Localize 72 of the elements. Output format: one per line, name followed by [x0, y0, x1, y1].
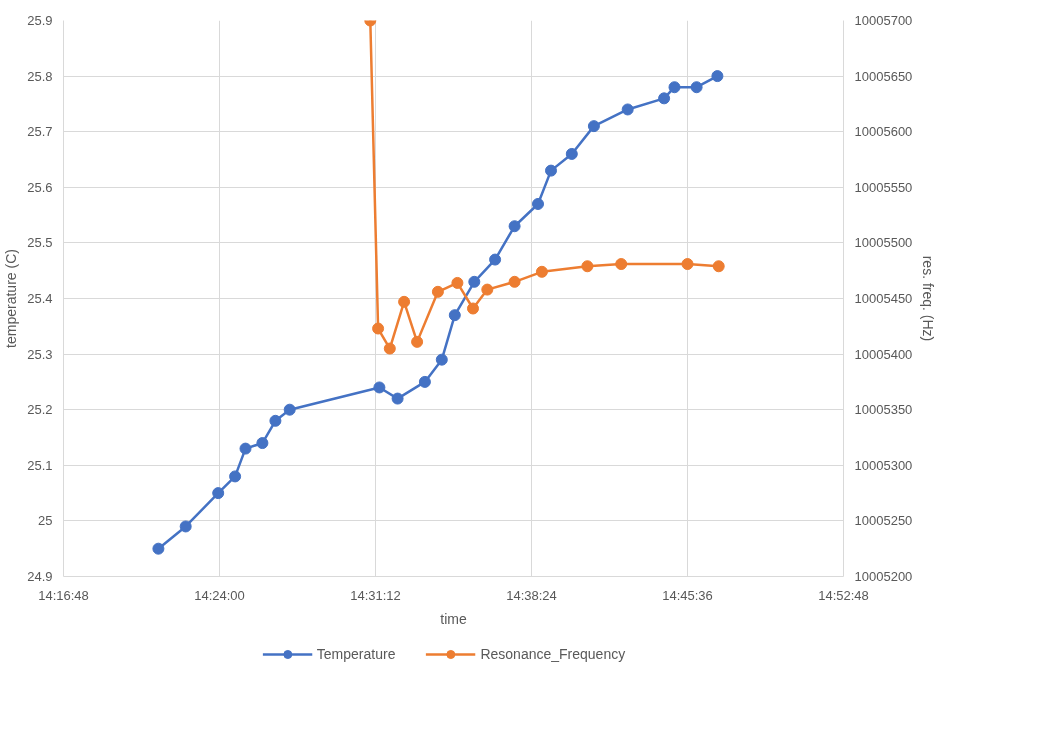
x-tick-label: 14:38:24 [506, 587, 557, 603]
point [152, 542, 165, 555]
point [535, 265, 548, 278]
point [681, 258, 694, 271]
x-tick-label: 14:16:48 [38, 587, 89, 603]
y2-tick-label: 10005250 [854, 513, 913, 529]
y2-tick-label: 10005550 [854, 179, 913, 195]
point [668, 81, 681, 94]
y-tick-label: 25 [38, 513, 53, 529]
point [418, 375, 431, 388]
point [411, 335, 424, 348]
x-axis-title: time [440, 610, 467, 627]
point [398, 295, 411, 308]
y-axis-title: temperature (C) [3, 249, 20, 348]
point [508, 220, 521, 233]
point [690, 81, 703, 94]
point [372, 322, 385, 335]
point [711, 70, 724, 83]
y-tick-label: 24.9 [27, 569, 53, 584]
y-tick-label: 25.5 [27, 235, 53, 251]
point [212, 487, 225, 500]
y-tick-label: 25.7 [27, 124, 53, 140]
point [545, 164, 557, 177]
point [508, 275, 521, 288]
y-tick-label: 25.4 [27, 291, 53, 306]
point [621, 103, 634, 116]
y2-axis-title: res. freq. (Hz) [920, 255, 937, 342]
point [712, 260, 725, 273]
y2-tick-label: 10005500 [854, 235, 913, 251]
point [587, 120, 600, 133]
point [391, 392, 404, 405]
legend-label: Resonance_Frequency [480, 646, 626, 662]
y-tick-label: 25.6 [27, 179, 53, 195]
x-tick-label: 14:52:48 [818, 587, 869, 603]
point [256, 437, 269, 450]
point [239, 442, 252, 455]
x-tick-label: 14:24:00 [194, 587, 245, 603]
x-tick-label: 14:31:12 [350, 587, 401, 603]
point [283, 403, 296, 416]
point [435, 353, 448, 366]
point [269, 414, 282, 427]
y-tick-label: 25.2 [27, 402, 53, 418]
y-tick-label: 25.8 [27, 68, 53, 84]
y-tick-label: 25.9 [27, 13, 53, 28]
point [431, 285, 444, 298]
point [532, 197, 544, 210]
point [489, 253, 502, 266]
point [468, 275, 481, 288]
point [658, 92, 671, 105]
y-tick-label: 25.1 [27, 457, 53, 473]
y2-tick-label: 10005350 [854, 402, 913, 418]
point [581, 260, 594, 273]
y2-tick-label: 10005450 [854, 291, 913, 306]
point [615, 258, 628, 271]
y2-tick-label: 10005600 [854, 124, 913, 140]
y2-tick-label: 10005300 [854, 457, 913, 473]
y2-tick-label: 10005650 [854, 68, 913, 84]
point [565, 147, 578, 160]
y2-tick-label: 10005400 [854, 346, 913, 362]
point [448, 309, 461, 322]
point [451, 276, 464, 289]
y2-tick-label: 10005700 [854, 13, 913, 28]
point [229, 470, 242, 483]
point [481, 283, 494, 296]
point [383, 342, 396, 355]
point [179, 520, 192, 533]
legend-label: Temperature [316, 646, 396, 662]
point [373, 381, 386, 394]
y2-tick-label: 10005200 [854, 569, 913, 584]
y-tick-label: 25.3 [27, 346, 53, 362]
x-tick-label: 14:45:36 [662, 587, 713, 603]
point [467, 302, 479, 315]
